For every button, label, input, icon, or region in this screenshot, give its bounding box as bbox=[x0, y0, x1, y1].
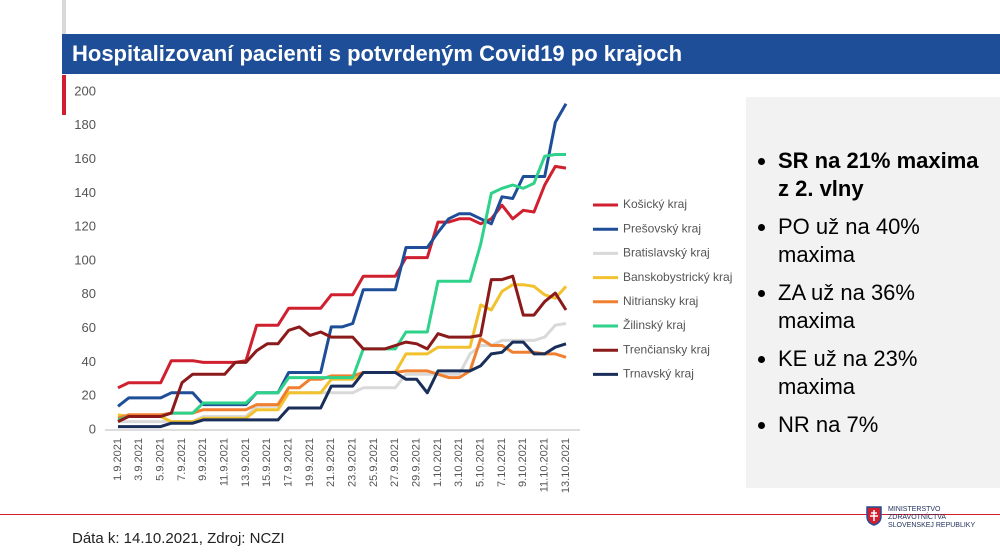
y-tick-label: 180 bbox=[74, 117, 96, 132]
legend-label: Trnavský kraj bbox=[623, 367, 694, 381]
y-tick-label: 100 bbox=[74, 252, 96, 267]
series-line bbox=[117, 103, 568, 408]
x-tick-label: 27.9.2021 bbox=[389, 438, 401, 487]
logo-text: MINISTERSTVO ZDRAVOTNÍCTVA SLOVENSKEJ REPU… bbox=[888, 506, 975, 530]
bullet: SR na 21% maxima z 2. vlny bbox=[778, 147, 990, 203]
bullet: NR na 7% bbox=[778, 411, 990, 439]
legend-label: Prešovský kraj bbox=[623, 221, 701, 235]
accent-bar bbox=[62, 75, 66, 115]
bullet: PO už na 40% maxima bbox=[778, 213, 990, 269]
x-tick-label: 11.10.2021 bbox=[539, 438, 551, 492]
series-line bbox=[117, 153, 566, 422]
logo-line: ZDRAVOTNÍCTVA bbox=[888, 514, 947, 521]
accent-line bbox=[62, 0, 66, 34]
legend-label: Trenčiansky kraj bbox=[623, 342, 710, 356]
x-tick-label: 19.9.2021 bbox=[304, 438, 316, 487]
x-tick-label: 3.10.2021 bbox=[453, 438, 465, 487]
y-tick-label: 40 bbox=[82, 354, 96, 369]
y-tick-label: 140 bbox=[74, 185, 96, 200]
y-tick-label: 200 bbox=[74, 83, 96, 98]
y-tick-label: 20 bbox=[82, 388, 96, 403]
y-tick-label: 60 bbox=[82, 320, 96, 335]
x-tick-label: 29.9.2021 bbox=[411, 438, 423, 487]
x-tick-label: 5.9.2021 bbox=[155, 438, 167, 481]
x-tick-label: 1.10.2021 bbox=[432, 438, 444, 487]
x-tick-label: 9.10.2021 bbox=[517, 438, 529, 487]
legend-label: Košický kraj bbox=[623, 197, 687, 211]
y-tick-label: 160 bbox=[74, 151, 96, 166]
y-tick-label: 120 bbox=[74, 219, 96, 234]
logo-emblem bbox=[866, 506, 882, 526]
y-tick-label: 80 bbox=[82, 286, 96, 301]
series-line bbox=[117, 283, 568, 424]
x-tick-label: 1.9.2021 bbox=[112, 438, 124, 481]
logo-line: SLOVENSKEJ REPUBLIKY bbox=[888, 522, 976, 529]
series-line bbox=[117, 274, 568, 423]
x-tick-label: 3.9.2021 bbox=[133, 438, 145, 481]
x-tick-label: 5.10.2021 bbox=[475, 438, 487, 487]
x-tick-label: 13.10.2021 bbox=[560, 438, 572, 493]
header-title: Hospitalizovaní pacienti s potvrdeným Co… bbox=[62, 34, 1000, 74]
chart: 0 20 40 60 80 100 120 140 160 180 200 1.9.2021 3.9.2… bbox=[74, 83, 732, 493]
x-tick-label: 7.10.2021 bbox=[496, 438, 508, 487]
bullet: KE už na 23% maxima bbox=[778, 345, 990, 401]
legend-label: Nitriansky kraj bbox=[623, 294, 698, 308]
x-tick-label: 15.9.2021 bbox=[261, 438, 273, 487]
x-tick-label: 25.9.2021 bbox=[368, 438, 380, 487]
footer-source: Dáta k: 14.10.2021, Zdroj: NCZI bbox=[72, 530, 285, 547]
summary-box: SR na 21% maxima z 2. vlny PO už na 40% m… bbox=[746, 97, 1000, 488]
x-tick-label: 13.9.2021 bbox=[240, 438, 252, 487]
x-tick-label: 17.9.2021 bbox=[283, 438, 295, 487]
bullet-list: SR na 21% maxima z 2. vlny PO už na 40% m… bbox=[746, 97, 1000, 439]
x-tick-label: 7.9.2021 bbox=[176, 438, 188, 481]
y-tick-label: 0 bbox=[89, 421, 96, 436]
series-line bbox=[117, 164, 567, 390]
legend-label: Žilinský kraj bbox=[623, 317, 686, 332]
series-line bbox=[118, 340, 567, 429]
bullet: ZA už na 36% maxima bbox=[778, 279, 990, 335]
x-tick-label: 9.9.2021 bbox=[197, 438, 209, 481]
x-tick-label: 23.9.2021 bbox=[347, 438, 359, 487]
x-tick-label: 21.9.2021 bbox=[325, 438, 337, 487]
footer-rule bbox=[0, 514, 1000, 515]
x-tick-label: 11.9.2021 bbox=[219, 438, 231, 486]
logo-line: MINISTERSTVO bbox=[888, 506, 941, 513]
legend-label: Banskobystrický kraj bbox=[623, 270, 732, 284]
legend-label: Bratislavský kraj bbox=[623, 246, 710, 260]
